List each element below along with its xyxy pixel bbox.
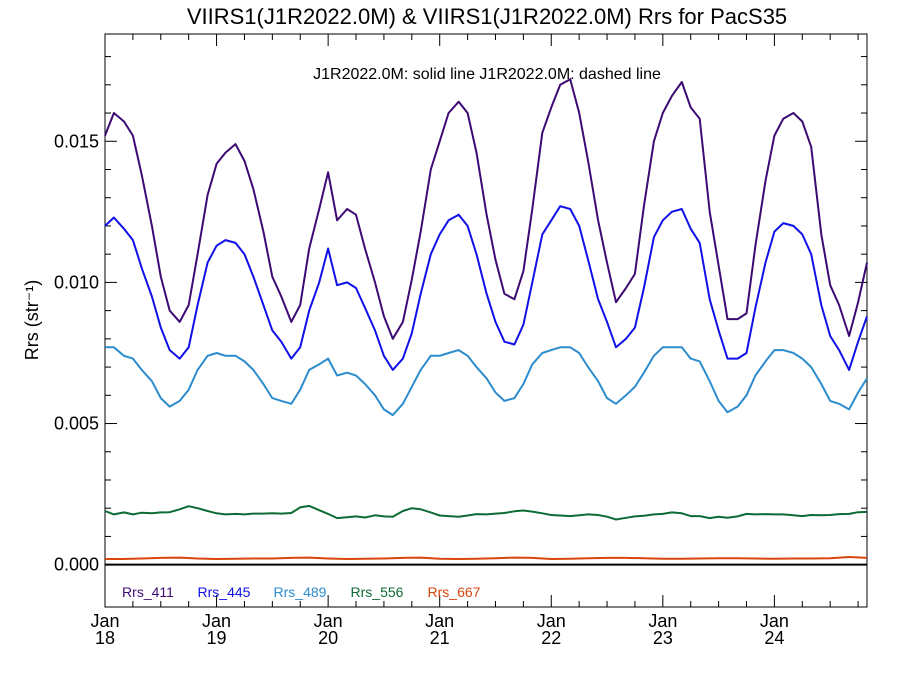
x-tick-label-month: Jan [537,611,566,631]
x-tick-label-month: Jan [314,611,343,631]
y-tick-label: 0.000 [54,555,99,575]
series-lines [104,78,868,560]
legend-entry: Rrs_411 [122,584,174,600]
legend-entry: Rrs_445 [198,584,251,600]
series-line-rrs-556 [104,504,868,521]
x-tick-label-year: 19 [207,628,227,648]
series-line-rrs-667 [105,556,868,560]
y-tick-label: 0.010 [54,272,99,292]
chart-title: VIIRS1(J1R2022.0M) & VIIRS1(J1R2022.0M) … [187,4,787,29]
plot-frame [104,33,868,608]
series-line-rrs-411 [104,78,868,340]
x-tick-label-year: 22 [541,628,561,648]
series-line-rrs-445 [104,205,868,371]
y-axis-label: Rrs (str⁻¹) [22,280,42,360]
line-style-annotation: J1R2022.0M: solid line J1R2022.0M: dashe… [313,66,661,83]
x-tick-label-month: Jan [425,611,454,631]
x-tick-label-year: 20 [318,628,338,648]
x-tick-label-month: Jan [202,611,231,631]
legend-entry: Rrs_667 [428,584,481,600]
x-tick-label-month: Jan [760,611,789,631]
x-tick-label-year: 18 [95,628,115,648]
legend-entry: Rrs_556 [351,584,404,600]
x-tick-label-year: 24 [764,628,784,648]
x-tick-label-month: Jan [90,611,119,631]
series-line-rrs-489 [105,346,868,417]
x-tick-label-month: Jan [648,611,677,631]
y-tick-label: 0.005 [54,414,99,434]
x-tick-label-year: 23 [653,628,673,648]
y-tick-label: 0.015 [54,131,99,151]
legend-entry: Rrs_489 [274,584,327,600]
legend: Rrs_411 Rrs_445 Rrs_489 Rrs_556 Rrs_667 [122,584,481,600]
x-tick-label-year: 21 [430,628,450,648]
y-axis-ticks: 0.000 0.005 0.010 0.015 [54,56,867,575]
